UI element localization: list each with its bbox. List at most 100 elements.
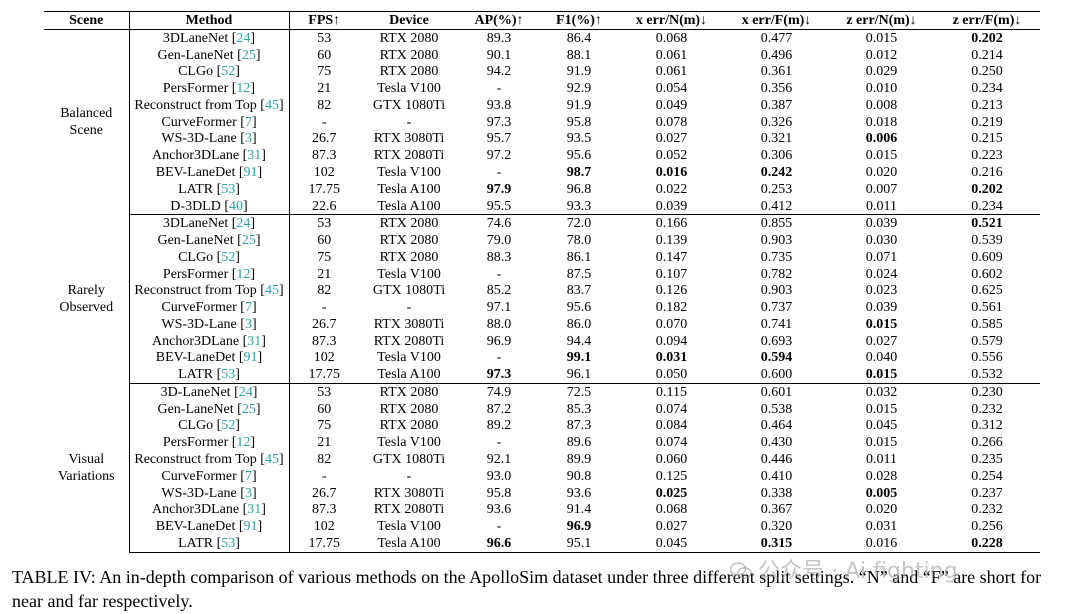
citation-link[interactable]: 7 xyxy=(244,300,252,316)
ap-cell: - xyxy=(496,435,502,451)
ap-cell: 97.1 xyxy=(486,300,512,316)
f1-cell: 86.1 xyxy=(566,249,592,265)
z-err-near-cell: 0.008 xyxy=(865,97,898,113)
table-row: BEV-LaneDet [91] 102 Tesla V100 - 99.1 0.031 0… xyxy=(44,349,1040,367)
device-cell: RTX 2080 xyxy=(379,64,439,80)
method-name: CurveFormer xyxy=(161,114,237,130)
method-cell: CLGo [52] xyxy=(129,417,290,435)
x-err-far-cell: 0.367 xyxy=(760,502,793,518)
citation-link[interactable]: 12 xyxy=(236,435,251,451)
fps-cell: 17.75 xyxy=(289,366,359,385)
f1-cell: 96.8 xyxy=(566,181,592,197)
z-err-near-cell: 0.016 xyxy=(829,534,934,553)
citation-link[interactable]: 53 xyxy=(221,535,236,551)
citation-link[interactable]: 40 xyxy=(229,198,244,214)
citation-link[interactable]: 91 xyxy=(243,519,258,535)
method-cell: 3D-LaneNet [24] xyxy=(129,383,290,401)
wechat-icon xyxy=(730,562,752,579)
citation-link[interactable]: 31 xyxy=(247,148,262,164)
citation-link[interactable]: 25 xyxy=(241,233,256,249)
citation-link[interactable]: 91 xyxy=(243,350,258,366)
device-cell: RTX 2080Ti xyxy=(373,148,445,164)
x-err-near-cell: 0.061 xyxy=(655,47,688,63)
x-err-near-cell: 0.054 xyxy=(655,81,688,97)
x-err-near-cell: 0.139 xyxy=(655,233,688,249)
device-cell: Tesla A100 xyxy=(359,534,459,553)
x-err-far-cell: 0.430 xyxy=(760,435,793,451)
citation-link[interactable]: 53 xyxy=(221,367,236,383)
device-cell: - xyxy=(406,468,412,484)
ap-cell: 97.3 xyxy=(486,114,512,130)
citation-link[interactable]: 31 xyxy=(247,502,262,518)
f1-cell: 93.6 xyxy=(566,485,592,501)
citation-link[interactable]: 52 xyxy=(221,249,236,265)
citation-link[interactable]: 12 xyxy=(236,81,251,97)
citation-link[interactable]: 45 xyxy=(264,97,279,113)
citation-link[interactable]: 52 xyxy=(221,418,236,434)
table-row: LATR [53] 17.75 Tesla A100 97.9 96.8 0.022 0.2… xyxy=(44,180,1040,198)
x-err-near-cell: 0.125 xyxy=(655,468,688,484)
scene-label-line: Rarely xyxy=(67,283,105,299)
citation-link[interactable]: 12 xyxy=(236,266,251,282)
z-err-near-cell: 0.005 xyxy=(865,485,898,501)
citation-link[interactable]: 24 xyxy=(236,30,251,46)
citation-link[interactable]: 7 xyxy=(244,114,252,130)
citation-link[interactable]: 91 xyxy=(243,165,258,180)
ap-cell: 93.6 xyxy=(486,502,512,518)
method-cell: Gen-LaneNet [25] xyxy=(129,400,290,418)
device-cell: RTX 2080 xyxy=(379,384,439,400)
x-err-far-cell: 0.538 xyxy=(760,401,793,417)
z-err-near-cell: 0.028 xyxy=(865,468,898,484)
x-err-near-cell: 0.147 xyxy=(655,249,688,265)
x-err-near-cell: 0.045 xyxy=(619,534,724,553)
f1-cell: 72.0 xyxy=(566,216,592,232)
table-row: Anchor3DLane [31] 87.3 RTX 2080Ti 97.2 95.6 0… xyxy=(44,147,1040,165)
method-cell: Reconstruct from Top [45] xyxy=(129,282,290,300)
z-err-far-cell: 0.521 xyxy=(971,216,1003,232)
citation-link[interactable]: 3 xyxy=(244,485,252,501)
table-row: CurveFormer [7] - - 93.0 90.8 0.125 0.410 0.028… xyxy=(44,467,1040,485)
ap-cell: 93.8 xyxy=(486,97,512,113)
z-err-near-cell: 0.039 xyxy=(865,300,898,316)
method-cell: BEV-LaneDet [91] xyxy=(129,518,290,535)
citation-link[interactable]: 45 xyxy=(264,283,279,299)
fps-cell: 21 xyxy=(317,266,332,282)
ap-cell: 74.6 xyxy=(486,216,512,232)
x-err-far-cell: 0.321 xyxy=(760,131,793,147)
citation-link[interactable]: 3 xyxy=(244,131,252,147)
x-err-far-cell: 0.693 xyxy=(760,333,793,349)
ap-cell: 93.0 xyxy=(486,468,512,484)
citation-link[interactable]: 25 xyxy=(241,47,256,63)
citation-link[interactable]: 52 xyxy=(221,64,236,80)
method-cell: WS-3D-Lane [3] xyxy=(129,316,290,333)
citation-link[interactable]: 25 xyxy=(241,401,256,417)
z-err-far-cell: 0.237 xyxy=(971,485,1003,501)
x-err-near-cell: 0.094 xyxy=(655,333,688,349)
citation-link[interactable]: 24 xyxy=(236,216,251,232)
method-cell: LATR [53] xyxy=(129,534,290,553)
method-cell: Reconstruct from Top [45] xyxy=(129,97,290,114)
citation-link[interactable]: 31 xyxy=(247,333,262,349)
header-scene: Scene xyxy=(44,11,130,30)
z-err-near-cell: 0.015 xyxy=(865,316,898,332)
table-caption: TABLE IV: An in-depth comparison of vari… xyxy=(12,567,1042,611)
x-err-far-cell: 0.737 xyxy=(760,300,793,316)
header-z-err-near: z err/N(m)↓ xyxy=(829,11,934,30)
z-err-near-cell: 0.011 xyxy=(866,452,897,468)
device-cell: RTX 3080Ti xyxy=(373,316,445,332)
header-z-err-far: z err/F(m)↓ xyxy=(934,11,1040,30)
citation-link[interactable]: 3 xyxy=(244,316,252,332)
device-cell: - xyxy=(406,300,412,316)
citation-link[interactable]: 53 xyxy=(221,181,236,197)
method-name: CLGo xyxy=(178,418,214,434)
citation-link[interactable]: 24 xyxy=(238,384,253,400)
z-err-far-cell: 0.232 xyxy=(971,502,1003,518)
scene-label-line: Visual xyxy=(68,451,105,467)
method-name: LATR xyxy=(178,181,214,197)
x-err-near-cell: 0.115 xyxy=(656,384,687,400)
ap-cell: 95.7 xyxy=(486,131,512,147)
citation-link[interactable]: 7 xyxy=(244,468,252,484)
citation-link[interactable]: 45 xyxy=(264,452,279,468)
x-err-near-cell: 0.107 xyxy=(655,266,688,282)
header-x-err-near: x err/N(m)↓ xyxy=(619,11,724,30)
